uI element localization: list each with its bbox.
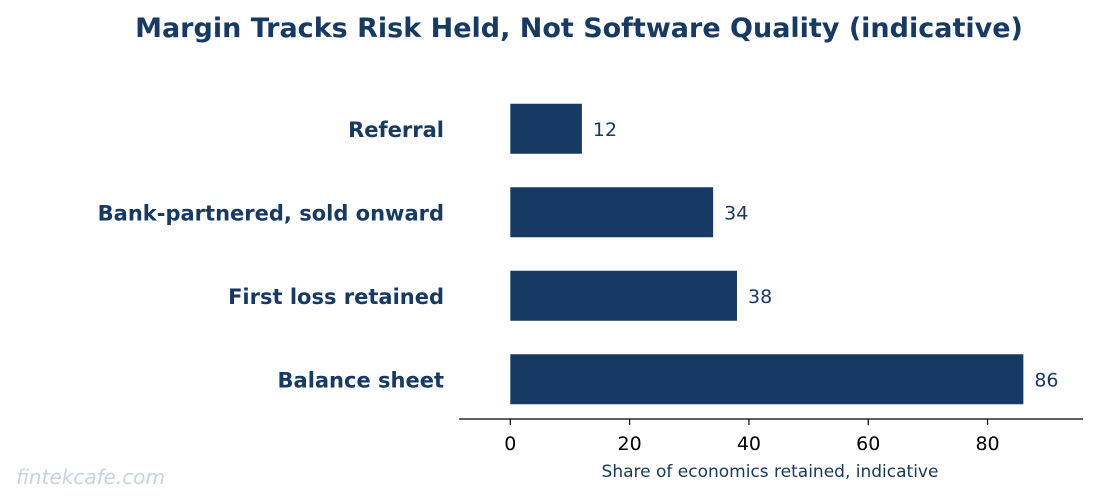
value-label-bank-partnered-sold-onward: 34	[724, 202, 748, 224]
category-label-referral: Referral	[348, 118, 444, 142]
x-tick-label: 60	[856, 433, 880, 455]
category-label-first-loss-retained: First loss retained	[228, 285, 444, 309]
bar-balance-sheet	[510, 354, 1024, 405]
x-tick-label: 40	[737, 433, 761, 455]
x-axis-label: Share of economics retained, indicative	[602, 462, 939, 482]
watermark: fintekcafe.com	[16, 465, 165, 489]
chart-title: Margin Tracks Risk Held, Not Software Qu…	[135, 13, 1023, 44]
bars-layer	[510, 103, 1024, 405]
x-axis-ticks: 0 20 40 60 80	[504, 419, 1000, 455]
category-label-bank-partnered-sold-onward: Bank-partnered, sold onward	[98, 201, 444, 225]
bar-bank-partnered-sold-onward	[510, 187, 714, 238]
value-label-first-loss-retained: 38	[748, 286, 772, 308]
x-tick-label: 0	[504, 433, 516, 455]
x-tick-label: 20	[618, 433, 642, 455]
category-labels: Referral Bank-partnered, sold onward First…	[98, 118, 444, 393]
x-tick-label: 80	[975, 433, 999, 455]
bar-referral	[510, 103, 582, 154]
category-label-balance-sheet: Balance sheet	[278, 368, 444, 392]
bar-first-loss-retained	[510, 270, 737, 321]
value-label-referral: 12	[593, 119, 617, 141]
value-labels: 12 34 38 86	[593, 119, 1059, 392]
value-label-balance-sheet: 86	[1034, 369, 1058, 391]
